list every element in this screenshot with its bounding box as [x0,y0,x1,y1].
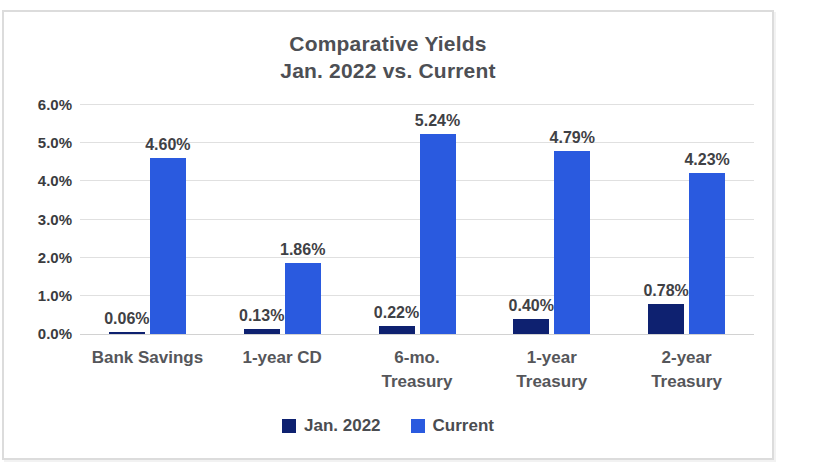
chart-subtitle: Jan. 2022 vs. Current [4,59,772,83]
bar-value-label: 4.23% [665,151,749,169]
bar-current-1 [285,263,321,334]
gridline-0.0% [80,334,754,335]
y-tick-label: 6.0% [12,96,72,113]
y-tick-label: 3.0% [12,211,72,228]
bar-value-label: 5.24% [396,112,480,130]
bar-jan-2022-4 [648,304,684,334]
bar-current-2 [420,134,456,334]
x-category-label: 1-year CD [212,346,352,370]
y-tick-label: 1.0% [12,287,72,304]
x-category-label: 1-year Treasury [482,346,622,394]
bar-current-4 [689,173,725,334]
y-tick-label: 0.0% [12,325,72,342]
bar-value-label: 4.79% [530,129,614,147]
y-tick-label: 5.0% [12,134,72,151]
legend-item-jan-2022: Jan. 2022 [282,416,381,436]
x-category-label: Bank Savings [77,346,217,370]
legend-item-current: Current [411,416,494,436]
chart-card: Comparative Yields Jan. 2022 vs. Current… [2,10,774,460]
legend-label-current: Current [433,416,494,436]
bar-jan-2022-0 [109,332,145,334]
y-tick-label: 4.0% [12,172,72,189]
bar-value-label: 1.86% [261,241,345,259]
x-category-label: 6-mo. Treasury [347,346,487,394]
bar-current-0 [150,158,186,334]
legend-swatch-current [411,419,425,433]
x-category-label: 2-year Treasury [617,346,757,394]
legend: Jan. 2022 Current [4,416,772,436]
bar-value-label: 4.60% [126,136,210,154]
bar-current-3 [554,151,590,334]
bar-jan-2022-2 [379,326,415,334]
bar-jan-2022-3 [513,319,549,334]
plot-area: 0.06%4.60%0.13%1.86%0.22%5.24%0.40%4.79%… [80,105,754,334]
y-tick-label: 2.0% [12,249,72,266]
bar-jan-2022-1 [244,329,280,334]
chart-title: Comparative Yields [4,32,772,56]
y-axis: 0.0%1.0%2.0%3.0%4.0%5.0%6.0% [12,105,72,334]
legend-swatch-jan-2022 [282,419,296,433]
legend-label-jan-2022: Jan. 2022 [304,416,381,436]
gridline-6.0% [80,104,754,105]
x-axis: Bank Savings1-year CD6-mo. Treasury1-yea… [80,346,754,404]
